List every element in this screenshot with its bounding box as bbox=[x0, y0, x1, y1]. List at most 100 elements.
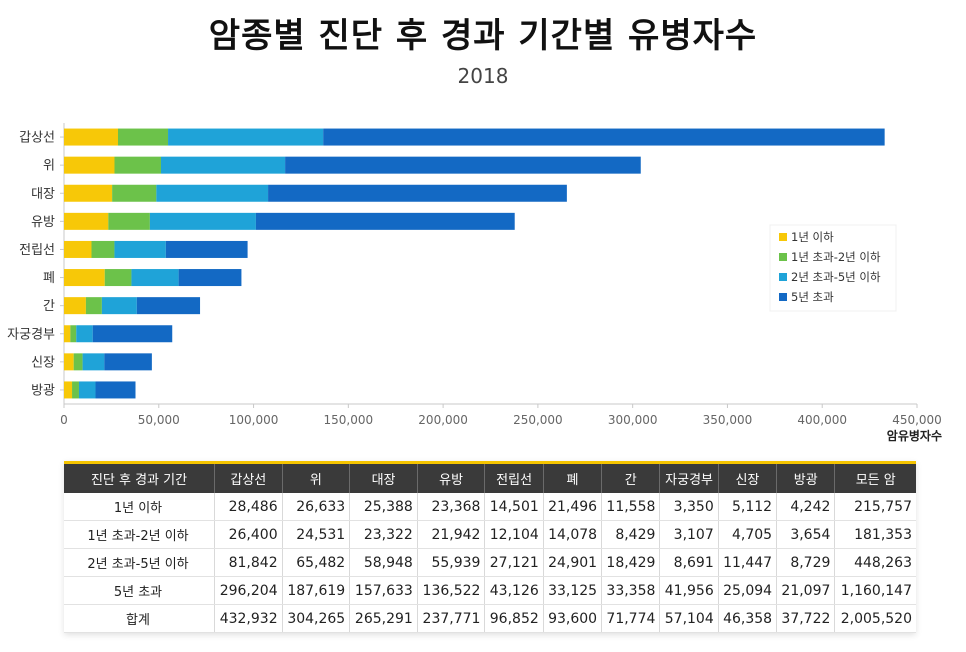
bar-segment bbox=[156, 184, 269, 202]
x-tick-label: 250,000 bbox=[513, 413, 563, 427]
x-tick-label: 150,000 bbox=[324, 413, 374, 427]
y-category-label: 자궁경부 bbox=[7, 327, 55, 342]
table-cell: 33,358 bbox=[601, 576, 660, 605]
table-cell: 237,771 bbox=[416, 604, 485, 633]
bar-segment bbox=[136, 297, 201, 315]
table-cell: 187,619 bbox=[281, 576, 350, 605]
x-tick-label: 350,000 bbox=[703, 413, 753, 427]
table-cell: 33,125 bbox=[542, 576, 602, 605]
table-cell: 65,482 bbox=[281, 548, 350, 577]
bar-segment bbox=[95, 381, 136, 399]
y-category-label: 신장 bbox=[31, 355, 55, 370]
table-row-label: 5년 초과 bbox=[64, 576, 215, 605]
legend-label: 5년 초과 bbox=[791, 290, 834, 304]
bar-segment bbox=[114, 240, 166, 258]
table-header-cell: 폐 bbox=[542, 464, 602, 493]
table-cell: 21,097 bbox=[776, 576, 835, 605]
table-cell: 12,104 bbox=[484, 520, 544, 549]
table-cell: 21,942 bbox=[416, 520, 485, 549]
bar-segment bbox=[64, 297, 86, 315]
table-row-label: 2년 초과-5년 이하 bbox=[64, 548, 215, 577]
table-header-cell: 대장 bbox=[349, 464, 418, 493]
table-cell: 81,842 bbox=[214, 548, 283, 577]
bar-segment bbox=[108, 212, 150, 230]
bar-segment bbox=[82, 353, 105, 371]
bar-segment bbox=[131, 269, 179, 287]
bar-segment bbox=[64, 381, 73, 399]
bar-segment bbox=[64, 353, 74, 371]
legend-box bbox=[769, 224, 897, 312]
table-body: 1년 이하 28,486 26,633 25,388 23,368 14,501 21,49… bbox=[64, 493, 916, 633]
table-cell: 3,350 bbox=[659, 493, 719, 521]
x-tick-label: 450,000 bbox=[892, 413, 942, 427]
x-tick-label: 50,000 bbox=[138, 413, 180, 427]
table-cell: 296,204 bbox=[214, 576, 283, 605]
table-cell: 24,901 bbox=[542, 548, 602, 577]
bar-segment bbox=[149, 212, 256, 230]
bar-segment bbox=[70, 325, 77, 343]
y-category-label: 간 bbox=[43, 299, 55, 314]
bar-segment bbox=[285, 156, 641, 174]
table-header-cell: 신장 bbox=[717, 464, 777, 493]
table-cell: 5,112 bbox=[717, 493, 777, 521]
table-row-label: 1년 이하 bbox=[64, 493, 215, 521]
bar-segment bbox=[64, 128, 118, 146]
table-row: 1년 초과-2년 이하 26,400 24,531 23,322 21,942 12,10… bbox=[64, 520, 916, 549]
table-cell: 11,447 bbox=[717, 548, 777, 577]
y-category-label: 방광 bbox=[31, 383, 55, 398]
data-table: 진단 후 경과 기간 갑상선 위 대장 유방 전립선 폐 간 자궁경부 신장 방광 모든 암 1년 이… bbox=[64, 464, 916, 633]
x-tick-label: 100,000 bbox=[229, 413, 279, 427]
bar-segment bbox=[104, 353, 152, 371]
y-category-label: 갑상선 bbox=[19, 131, 55, 146]
bar-segment bbox=[323, 128, 885, 146]
bar-segment bbox=[72, 381, 79, 399]
table-row: 1년 이하 28,486 26,633 25,388 23,368 14,501 21,49… bbox=[64, 493, 916, 521]
table-cell: 215,757 bbox=[834, 493, 916, 521]
table-row-label: 합계 bbox=[64, 604, 215, 633]
x-tick-label: 200,000 bbox=[418, 413, 468, 427]
y-category-label: 폐 bbox=[43, 271, 55, 286]
table-row: 2년 초과-5년 이하 81,842 65,482 58,948 55,939 27,12… bbox=[64, 548, 916, 577]
table-cell: 23,322 bbox=[349, 520, 418, 549]
bar-segment bbox=[64, 184, 113, 202]
table-cell: 28,486 bbox=[214, 493, 283, 521]
table-header-cell: 방광 bbox=[776, 464, 835, 493]
table-cell: 96,852 bbox=[484, 604, 544, 633]
table-cell: 8,429 bbox=[601, 520, 660, 549]
table-header-cell: 갑상선 bbox=[214, 464, 283, 493]
bar-segment bbox=[165, 240, 248, 258]
table-cell: 304,265 bbox=[281, 604, 350, 633]
legend-label: 2년 초과-5년 이하 bbox=[791, 270, 881, 284]
table-header-cell: 진단 후 경과 기간 bbox=[64, 464, 215, 493]
table-header-row: 진단 후 경과 기간 갑상선 위 대장 유방 전립선 폐 간 자궁경부 신장 방광 모든 암 bbox=[64, 464, 916, 493]
table-cell: 43,126 bbox=[484, 576, 544, 605]
x-tick-label: 300,000 bbox=[608, 413, 658, 427]
bar-segment bbox=[255, 212, 515, 230]
legend-label: 1년 이하 bbox=[791, 230, 834, 244]
table-cell: 8,729 bbox=[776, 548, 835, 577]
x-axis-label: 암유병자수 bbox=[887, 428, 942, 443]
table-row: 5년 초과 296,204 187,619 157,633 136,522 43,126 3… bbox=[64, 576, 916, 605]
table-cell: 24,531 bbox=[281, 520, 350, 549]
table-cell: 26,400 bbox=[214, 520, 283, 549]
table-cell: 37,722 bbox=[776, 604, 835, 633]
table-header-cell: 간 bbox=[601, 464, 660, 493]
table-cell: 26,633 bbox=[281, 493, 350, 521]
table-cell: 93,600 bbox=[542, 604, 602, 633]
chart-title: 암종별 진단 후 경과 기간별 유병자수 bbox=[208, 16, 758, 56]
bar-segment bbox=[64, 240, 92, 258]
bar-segment bbox=[85, 297, 102, 315]
bar-segment bbox=[73, 353, 83, 371]
table-cell: 23,368 bbox=[416, 493, 485, 521]
table-cell: 71,774 bbox=[601, 604, 660, 633]
table-cell: 265,291 bbox=[349, 604, 418, 633]
y-category-label: 위 bbox=[43, 159, 55, 174]
table-cell: 14,501 bbox=[484, 493, 544, 521]
x-tick-label: 400,000 bbox=[797, 413, 847, 427]
table-cell: 3,654 bbox=[776, 520, 835, 549]
table-cell: 157,633 bbox=[349, 576, 418, 605]
bar-segment bbox=[64, 269, 105, 287]
table-cell: 46,358 bbox=[717, 604, 777, 633]
table-cell: 1,160,147 bbox=[834, 576, 916, 605]
legend-swatch bbox=[779, 293, 787, 301]
